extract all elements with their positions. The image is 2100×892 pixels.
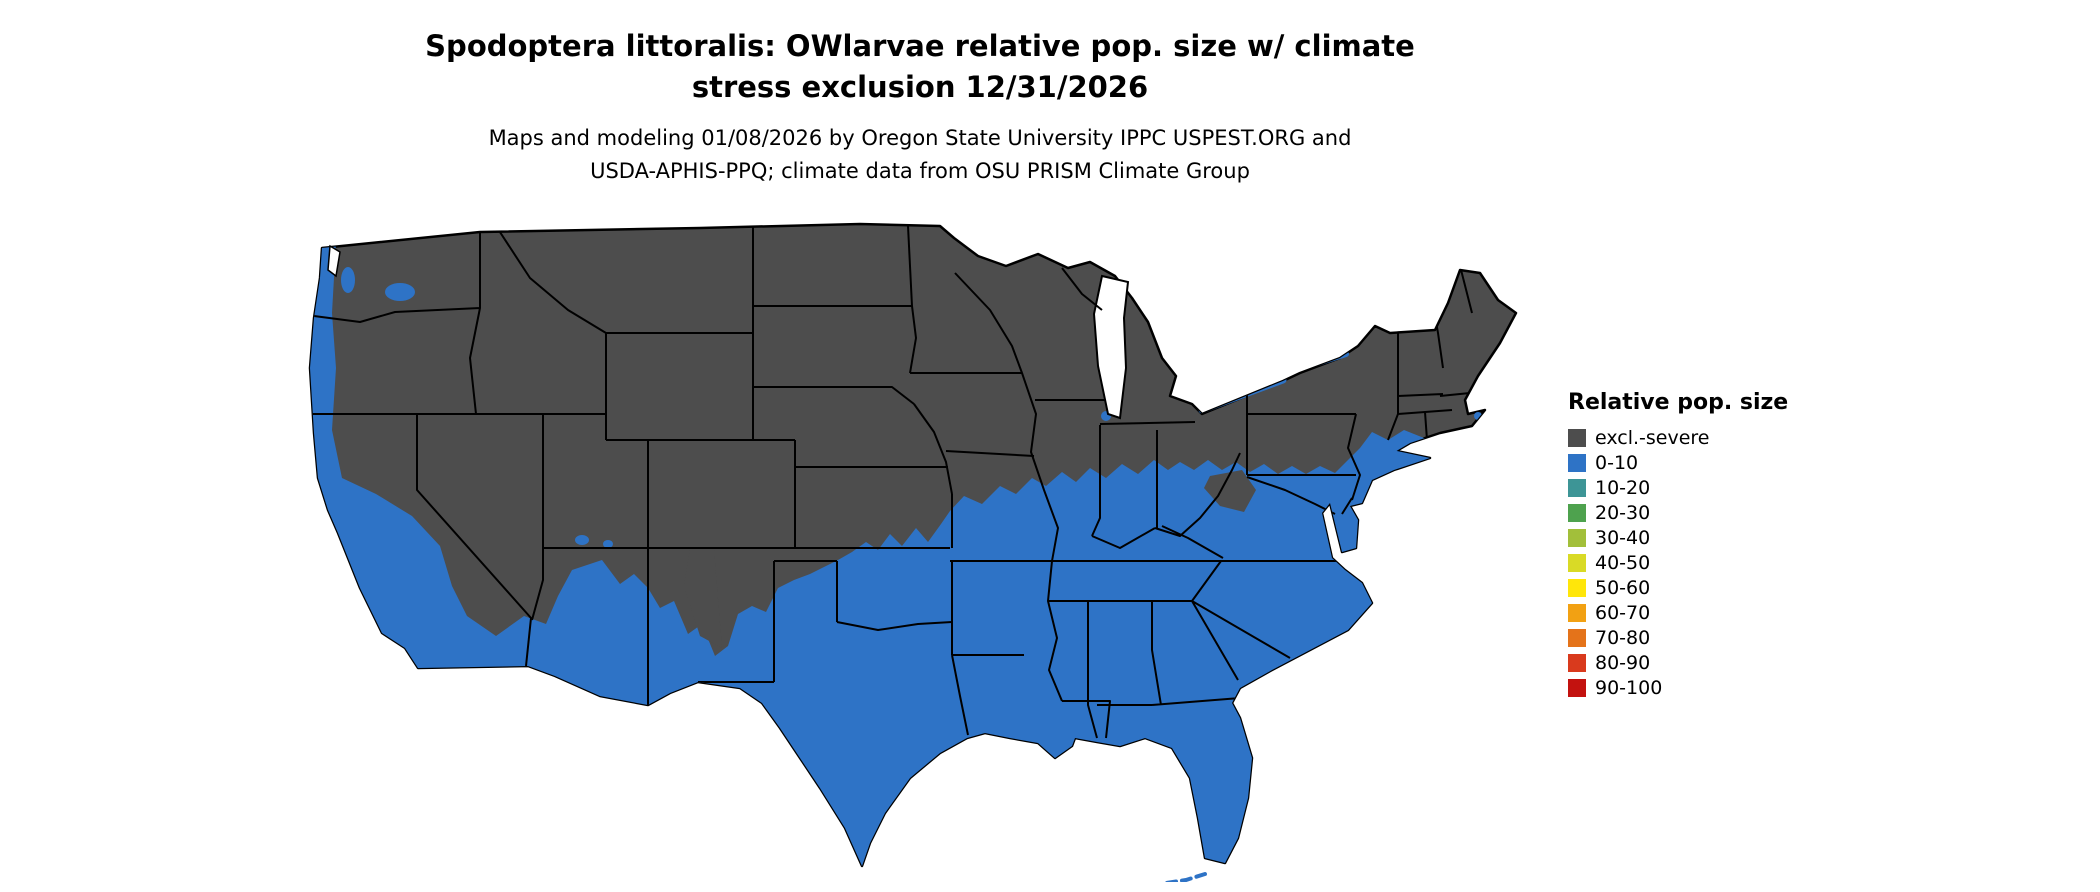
legend-label: 50-60 — [1595, 576, 1651, 599]
legend-swatch-60-70 — [1568, 603, 1586, 622]
legend-swatch-40-50 — [1568, 553, 1586, 572]
legend-item-50-60: 50-60 — [1568, 575, 1868, 600]
map-subtitle-line1: Maps and modeling 01/08/2026 by Oregon S… — [488, 126, 1352, 150]
legend-label: 0-10 — [1595, 451, 1639, 474]
us-map-svg — [308, 222, 1518, 885]
legend-swatch-excl-severe — [1568, 428, 1586, 447]
legend: Relative pop. size excl.-severe 0-10 10-… — [1568, 390, 1868, 700]
pop-pocket-columbia-basin — [385, 283, 415, 301]
state-borders-central — [753, 225, 1352, 739]
legend-item-10-20: 10-20 — [1568, 475, 1868, 500]
pop-pocket-southern-utah-1 — [575, 535, 589, 545]
legend-title: Relative pop. size — [1568, 390, 1789, 415]
legend-label: 70-80 — [1595, 626, 1651, 649]
pop-0-10-region — [310, 238, 1460, 866]
map-title: Spodoptera littoralis: OWlarvae relative… — [0, 26, 1840, 108]
excluded-pocket-west-virginia — [1204, 470, 1256, 512]
legend-item-40-50: 40-50 — [1568, 550, 1868, 575]
puget-sound — [327, 244, 341, 278]
state-borders-group — [310, 225, 1473, 739]
legend-item-90-100: 90-100 — [1568, 675, 1868, 700]
legend-item-excl-severe: excl.-severe — [1568, 425, 1868, 450]
map-subtitle: Maps and modeling 01/08/2026 by Oregon S… — [0, 122, 1840, 188]
us-choropleth-map — [300, 218, 1532, 885]
legend-item-60-70: 60-70 — [1568, 600, 1868, 625]
legend-item-70-80: 70-80 — [1568, 625, 1868, 650]
legend-swatch-30-40 — [1568, 528, 1586, 547]
legend-label: excl.-severe — [1595, 426, 1710, 449]
legend-swatch-70-80 — [1568, 628, 1586, 647]
legend-item-30-40: 30-40 — [1568, 525, 1868, 550]
legend-swatch-90-100 — [1568, 678, 1586, 697]
legend-swatch-0-10 — [1568, 453, 1586, 472]
legend-item-80-90: 80-90 — [1568, 650, 1868, 675]
lake-michigan — [1092, 274, 1130, 420]
legend-swatch-10-20 — [1568, 478, 1586, 497]
legend-label: 20-30 — [1595, 501, 1651, 524]
map-subtitle-line2: USDA-APHIS-PPQ; climate data from OSU PR… — [590, 159, 1250, 183]
pop-pocket-puget-lowland — [341, 267, 355, 293]
legend-swatch-50-60 — [1568, 578, 1586, 597]
legend-label: 80-90 — [1595, 651, 1651, 674]
legend-label: 60-70 — [1595, 601, 1651, 624]
legend-label: 40-50 — [1595, 551, 1651, 574]
florida-keys — [1164, 872, 1207, 885]
legend-swatch-80-90 — [1568, 653, 1586, 672]
state-borders-east — [1246, 257, 1473, 515]
legend-label: 90-100 — [1595, 676, 1663, 699]
legend-label: 30-40 — [1595, 526, 1651, 549]
legend-item-20-30: 20-30 — [1568, 500, 1868, 525]
map-title-line1: Spodoptera littoralis: OWlarvae relative… — [425, 29, 1415, 63]
legend-swatch-20-30 — [1568, 503, 1586, 522]
map-title-line2: stress exclusion 12/31/2026 — [691, 70, 1149, 104]
legend-item-0-10: 0-10 — [1568, 450, 1868, 475]
excluded-pocket-central-new-mexico — [684, 550, 722, 648]
pop-pocket-southern-utah-2 — [603, 540, 613, 548]
legend-label: 10-20 — [1595, 476, 1651, 499]
